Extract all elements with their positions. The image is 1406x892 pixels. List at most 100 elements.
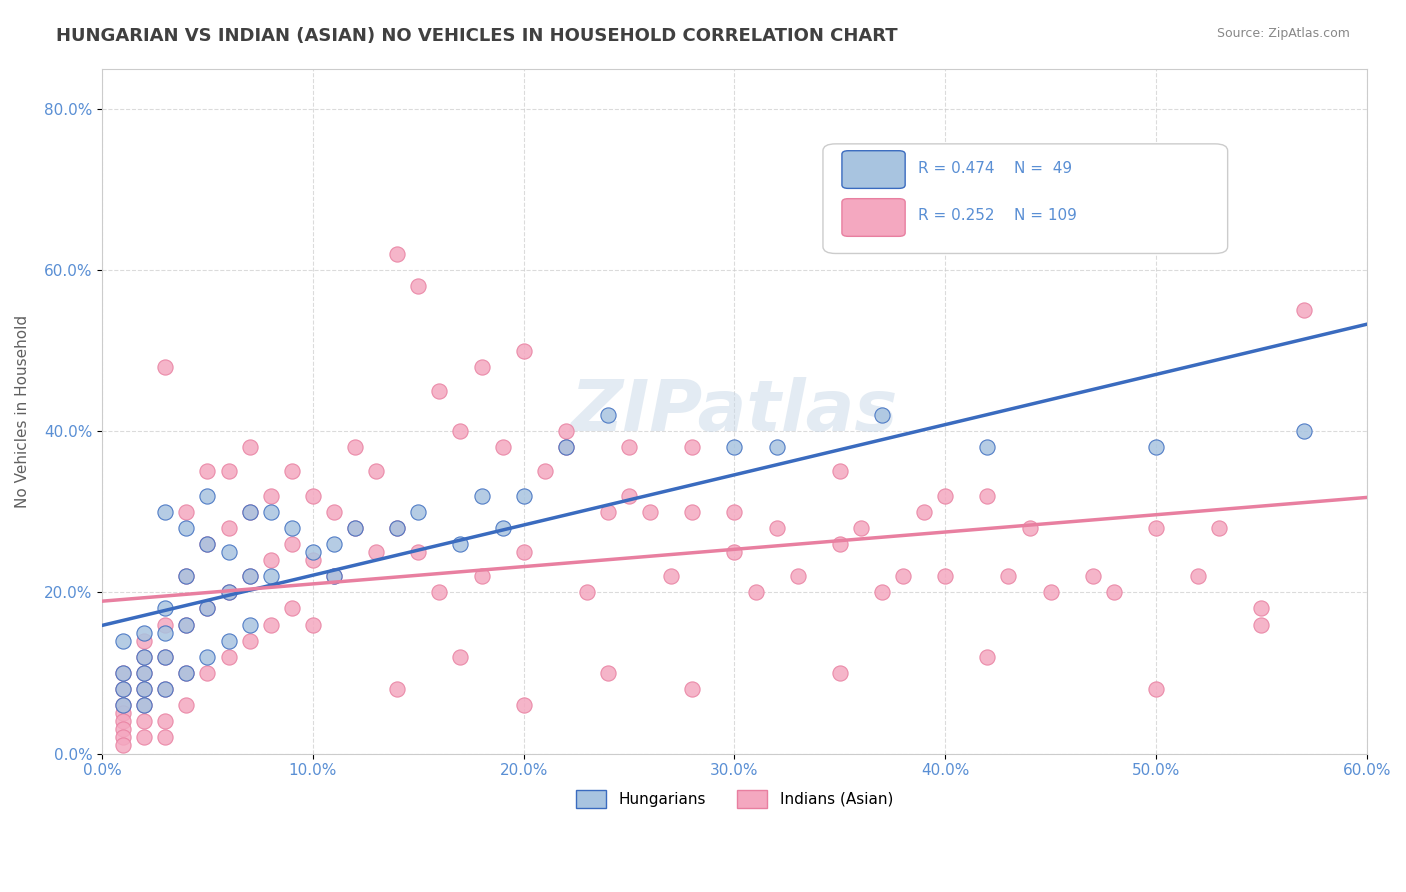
Point	[176, 505, 198, 519]
Point	[134, 625, 156, 640]
Text: R = 0.474    N =  49: R = 0.474 N = 49	[918, 161, 1071, 176]
Point	[1187, 569, 1209, 583]
Point	[239, 569, 262, 583]
Text: HUNGARIAN VS INDIAN (ASIAN) NO VEHICLES IN HOUSEHOLD CORRELATION CHART: HUNGARIAN VS INDIAN (ASIAN) NO VEHICLES …	[56, 27, 898, 45]
Point	[1208, 521, 1230, 535]
Point	[134, 649, 156, 664]
Point	[197, 465, 219, 479]
Point	[554, 440, 576, 454]
Point	[617, 440, 640, 454]
Point	[533, 465, 555, 479]
Point	[1018, 521, 1040, 535]
Point	[218, 521, 240, 535]
Point	[1039, 585, 1062, 599]
Point	[134, 714, 156, 729]
Point	[218, 545, 240, 559]
Point	[596, 665, 619, 680]
Point	[427, 384, 450, 398]
Point	[406, 505, 429, 519]
Point	[260, 505, 283, 519]
Point	[155, 625, 177, 640]
Point	[281, 521, 304, 535]
Point	[112, 698, 135, 713]
Point	[134, 698, 156, 713]
Point	[134, 681, 156, 696]
FancyBboxPatch shape	[823, 144, 1227, 253]
Point	[323, 569, 346, 583]
Point	[470, 569, 492, 583]
Point	[176, 665, 198, 680]
Point	[112, 723, 135, 737]
Point	[302, 553, 325, 567]
Point	[239, 440, 262, 454]
Point	[934, 569, 956, 583]
Point	[112, 681, 135, 696]
Point	[870, 408, 893, 422]
Point	[218, 585, 240, 599]
Point	[765, 521, 787, 535]
Point	[681, 681, 703, 696]
Text: R = 0.252    N = 109: R = 0.252 N = 109	[918, 209, 1077, 223]
Point	[134, 633, 156, 648]
Point	[112, 681, 135, 696]
Point	[112, 706, 135, 721]
Point	[470, 489, 492, 503]
Point	[134, 665, 156, 680]
Point	[344, 440, 367, 454]
Point	[344, 521, 367, 535]
Point	[723, 545, 745, 559]
Point	[723, 505, 745, 519]
Point	[765, 440, 787, 454]
Point	[828, 537, 851, 551]
Point	[134, 681, 156, 696]
Point	[239, 569, 262, 583]
Point	[239, 617, 262, 632]
Point	[786, 569, 808, 583]
Point	[512, 343, 534, 358]
Point	[723, 440, 745, 454]
Point	[891, 569, 914, 583]
Point	[134, 649, 156, 664]
Point	[512, 545, 534, 559]
Point	[112, 665, 135, 680]
Point	[554, 440, 576, 454]
Point	[112, 698, 135, 713]
Point	[155, 359, 177, 374]
Point	[155, 601, 177, 615]
Point	[112, 739, 135, 753]
Point	[681, 505, 703, 519]
Point	[239, 505, 262, 519]
Point	[1144, 681, 1167, 696]
Point	[176, 665, 198, 680]
Point	[976, 489, 998, 503]
Point	[176, 521, 198, 535]
Point	[197, 537, 219, 551]
Point	[176, 698, 198, 713]
Point	[1144, 521, 1167, 535]
Point	[197, 665, 219, 680]
Point	[385, 247, 408, 261]
Point	[112, 665, 135, 680]
Point	[239, 505, 262, 519]
Point	[302, 489, 325, 503]
Point	[575, 585, 598, 599]
Point	[976, 649, 998, 664]
Point	[155, 505, 177, 519]
Point	[427, 585, 450, 599]
Point	[1292, 303, 1315, 318]
Point	[155, 681, 177, 696]
Point	[155, 731, 177, 745]
Point	[344, 521, 367, 535]
Point	[659, 569, 682, 583]
Point	[828, 665, 851, 680]
Point	[596, 408, 619, 422]
Point	[1081, 569, 1104, 583]
Point	[681, 440, 703, 454]
Point	[197, 489, 219, 503]
Point	[155, 649, 177, 664]
Point	[934, 489, 956, 503]
Point	[1292, 424, 1315, 438]
Point	[366, 545, 388, 559]
Point	[449, 537, 471, 551]
Point	[197, 649, 219, 664]
